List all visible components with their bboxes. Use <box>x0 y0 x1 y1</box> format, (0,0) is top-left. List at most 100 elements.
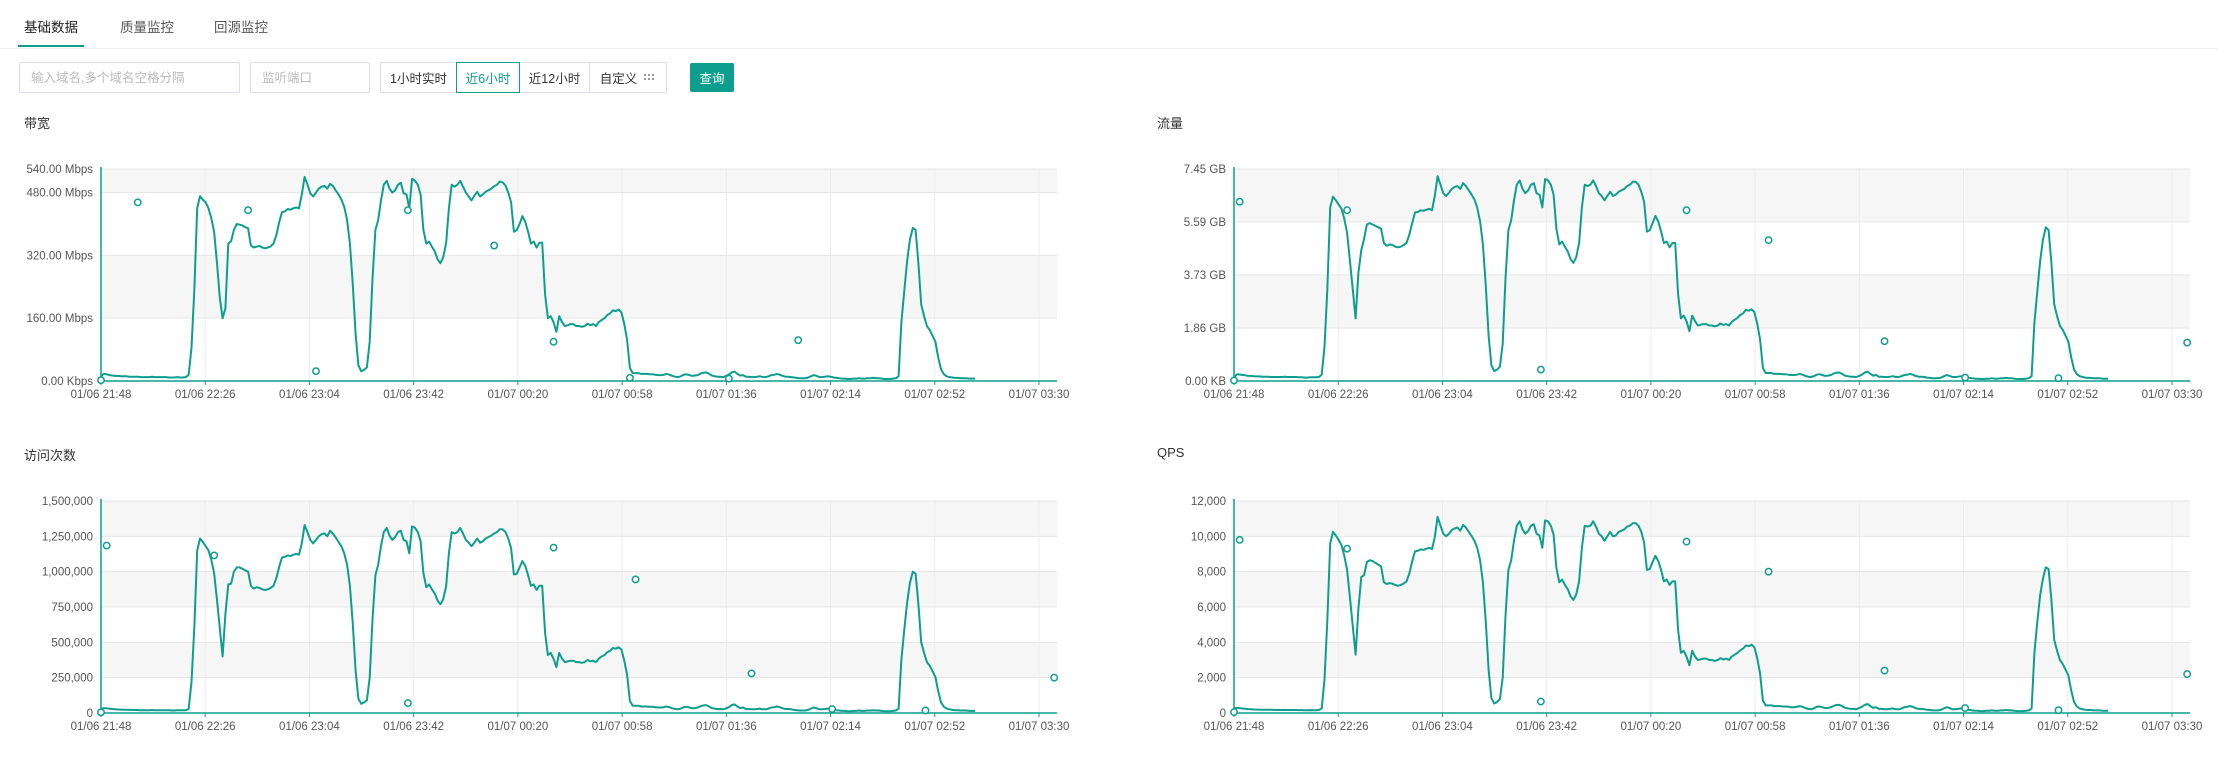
y-tick-label: 10,000 <box>1191 531 1226 543</box>
tab-origin-monitor[interactable]: 回源监控 <box>214 20 268 35</box>
x-tick-label: 01/07 00:58 <box>592 389 653 401</box>
x-tick-label: 01/07 00:20 <box>488 721 549 733</box>
domain-search-input[interactable] <box>19 62 240 93</box>
grid-band <box>101 571 1057 607</box>
range-last-12-hours[interactable]: 近12小时 <box>519 62 590 93</box>
y-tick-label: 500,000 <box>51 637 93 649</box>
data-point-marker[interactable] <box>133 198 142 207</box>
data-point-marker[interactable] <box>210 551 219 560</box>
y-tick-label: 1,500,000 <box>42 496 93 508</box>
bandwidth-plot: 0.00 Kbps 160.00 Mbps 320.00 Mbps 480.00 Mb… <box>27 164 1070 401</box>
x-tick-label: 01/06 22:26 <box>175 389 236 401</box>
range-last-6-hours[interactable]: 近6小时 <box>456 62 520 93</box>
grid-band <box>1234 571 2190 607</box>
data-point-marker[interactable] <box>625 373 634 382</box>
data-point-marker[interactable] <box>490 241 499 250</box>
data-point-marker[interactable] <box>828 705 837 713</box>
data-point-marker[interactable] <box>1880 666 1889 675</box>
requests-series-line <box>100 524 975 713</box>
x-tick-label: 01/07 02:52 <box>904 721 965 733</box>
y-tick-label: 160.00 Mbps <box>27 313 94 325</box>
data-point-marker[interactable] <box>1536 697 1545 706</box>
requests-plot: 0 250,000 500,000 750,000 1,000,000 1,250,000… <box>42 496 1070 733</box>
data-point-marker[interactable] <box>1682 537 1691 546</box>
data-point-marker[interactable] <box>631 575 640 584</box>
grid-band <box>101 169 1057 193</box>
x-tick-label: 01/07 03:30 <box>1009 389 1070 401</box>
data-point-marker[interactable] <box>1235 535 1244 544</box>
data-point-marker[interactable] <box>1536 365 1545 374</box>
x-tick-label: 01/07 03:30 <box>1009 721 1070 733</box>
x-tick-label: 01/07 02:14 <box>800 721 861 733</box>
x-tick-label: 01/06 23:42 <box>1516 721 1577 733</box>
x-tick-label: 01/07 01:36 <box>696 389 757 401</box>
x-tick-label: 01/07 00:58 <box>592 721 653 733</box>
active-tab-indicator <box>18 45 84 47</box>
data-point-marker[interactable] <box>312 367 320 376</box>
x-tick-label: 01/07 03:30 <box>2142 389 2203 401</box>
y-tick-label: 0 <box>1220 708 1226 720</box>
data-point-marker[interactable] <box>2054 706 2063 715</box>
grid-band <box>1234 169 2190 222</box>
data-point-marker[interactable] <box>921 706 930 715</box>
data-point-marker[interactable] <box>1880 337 1889 346</box>
data-point-marker[interactable] <box>97 376 105 385</box>
data-point-marker[interactable] <box>1343 206 1352 215</box>
x-tick-label: 01/06 23:42 <box>1516 389 1577 401</box>
x-tick-label: 01/06 21:48 <box>71 389 132 401</box>
data-point-marker[interactable] <box>794 336 803 345</box>
data-point-marker[interactable] <box>403 206 412 215</box>
data-point-marker[interactable] <box>2183 670 2192 679</box>
data-point-marker[interactable] <box>403 699 412 708</box>
x-tick-label: 01/06 21:48 <box>1204 389 1265 401</box>
y-tick-label: 7.45 GB <box>1184 164 1227 176</box>
data-point-marker[interactable] <box>1764 567 1773 576</box>
data-point-marker[interactable] <box>1235 197 1244 206</box>
data-point-marker[interactable] <box>2183 338 2192 347</box>
tab-quality-monitor[interactable]: 质量监控 <box>120 20 174 35</box>
data-point-marker[interactable] <box>1050 673 1059 682</box>
data-point-marker[interactable] <box>1764 236 1773 245</box>
data-point-marker[interactable] <box>1961 373 1970 382</box>
data-point-marker[interactable] <box>1682 206 1691 215</box>
range-1-hour-realtime[interactable]: 1小时实时 <box>380 62 457 93</box>
x-tick-label: 01/06 23:04 <box>279 389 340 401</box>
listen-port-input[interactable] <box>250 62 370 93</box>
data-point-marker[interactable] <box>244 206 253 215</box>
data-point-marker[interactable] <box>97 708 105 717</box>
grid-band <box>1234 274 2190 329</box>
query-button[interactable]: 查询 <box>690 63 734 92</box>
y-tick-label: 540.00 Mbps <box>27 164 94 176</box>
range-custom[interactable]: 自定义 <box>589 62 667 93</box>
data-point-marker[interactable] <box>1230 708 1238 717</box>
y-tick-label: 0.00 KB <box>1185 376 1226 388</box>
y-tick-label: 12,000 <box>1191 496 1226 508</box>
grid-band <box>101 642 1057 678</box>
y-tick-label: 5.59 GB <box>1184 217 1227 229</box>
y-tick-label: 2,000 <box>1197 673 1226 685</box>
x-tick-label: 01/06 23:04 <box>279 721 340 733</box>
data-point-marker[interactable] <box>724 374 733 383</box>
x-tick-label: 01/07 02:14 <box>800 389 861 401</box>
data-point-marker[interactable] <box>549 543 558 552</box>
data-point-marker[interactable] <box>1230 376 1238 385</box>
data-point-marker[interactable] <box>1343 544 1352 553</box>
x-tick-label: 01/06 22:26 <box>175 721 236 733</box>
y-tick-label: 750,000 <box>51 602 93 614</box>
data-point-marker[interactable] <box>102 541 111 550</box>
tab-basic-data[interactable]: 基础数据 <box>24 20 78 35</box>
x-tick-label: 01/07 02:14 <box>1933 721 1994 733</box>
x-tick-label: 01/07 00:20 <box>488 389 549 401</box>
x-tick-label: 01/06 21:48 <box>71 721 132 733</box>
x-tick-label: 01/06 23:04 <box>1412 389 1473 401</box>
data-point-marker[interactable] <box>747 669 756 678</box>
data-point-marker[interactable] <box>549 337 558 346</box>
y-tick-label: 0 <box>87 708 93 720</box>
data-point-marker[interactable] <box>1961 704 1970 713</box>
data-point-marker[interactable] <box>2054 374 2063 383</box>
y-tick-label: 1.86 GB <box>1184 323 1227 335</box>
qps-series-line <box>1233 515 2108 713</box>
y-tick-label: 480.00 Mbps <box>27 188 94 200</box>
chart-title-traffic: 流量 <box>1157 116 1184 131</box>
y-tick-label: 1,250,000 <box>42 531 93 543</box>
